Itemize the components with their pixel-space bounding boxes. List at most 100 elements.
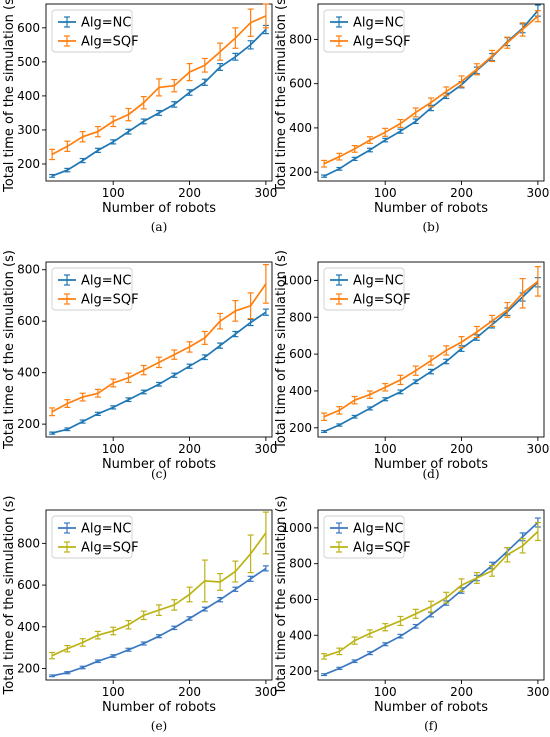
- y-tick-label: 600: [17, 314, 40, 328]
- x-axis-label: Number of robots: [374, 700, 488, 715]
- y-tick-label: 200: [289, 664, 312, 678]
- legend: Alg=NC Alg=SQF: [51, 515, 139, 559]
- legend-label: Alg=SQF: [353, 293, 411, 308]
- plot-frame: [45, 3, 273, 182]
- chart-panel-5: 100 200 300 200 400 600 800 Number of robots Tot…: [2, 496, 277, 733]
- y-axis-label: Total time of the simulation (s): [2, 250, 17, 450]
- y-tick-label: 600: [289, 77, 312, 91]
- x-tick-label: 100: [102, 442, 125, 456]
- y-axis-label: Total time of the simulation (s): [274, 496, 289, 696]
- x-tick-label: 300: [526, 442, 549, 456]
- legend-label: Alg=NC: [353, 274, 403, 289]
- chart-panel-4: 100 200 300 200 400 600 800 1000 Number of robot…: [274, 250, 549, 481]
- y-axis-label: Total time of the simulation (s): [274, 0, 289, 193]
- y-tick-label: 400: [289, 628, 312, 642]
- y-tick-label: 400: [289, 121, 312, 135]
- legend: Alg=NC Alg=SQF: [323, 515, 411, 559]
- y-tick-label: 200: [289, 165, 312, 179]
- x-tick-label: 300: [254, 442, 277, 456]
- x-tick-label: 100: [374, 685, 397, 699]
- y-tick-label: 300: [17, 123, 40, 137]
- plot-frame: [317, 261, 545, 438]
- x-axis-label: Number of robots: [374, 201, 488, 216]
- series-line: [51, 15, 267, 156]
- y-tick-label: 400: [17, 366, 40, 380]
- y-tick-label: 800: [17, 263, 40, 277]
- chart-panel-2: 100 200 300 200 400 600 800 Number of robots Tot…: [274, 0, 549, 234]
- y-axis-label: Total time of the simulation (s): [2, 496, 17, 696]
- series-nc: [49, 24, 269, 178]
- y-tick-label: 800: [289, 557, 312, 571]
- panel-caption: (e): [151, 719, 167, 733]
- y-tick-label: 1000: [281, 521, 312, 535]
- x-tick-label: 300: [526, 685, 549, 699]
- series-line: [323, 530, 539, 658]
- panel-caption: (b): [422, 220, 439, 234]
- y-tick-label: 400: [17, 89, 40, 103]
- y-tick-label: 400: [289, 384, 312, 398]
- series-sqf: [321, 10, 541, 168]
- y-tick-label: 600: [289, 592, 312, 606]
- x-tick-label: 200: [450, 186, 473, 200]
- panel-caption: (c): [151, 467, 167, 481]
- series-line: [51, 532, 267, 657]
- chart-panel-6: 100 200 300 200 400 600 800 1000 Number of robot…: [274, 496, 549, 733]
- legend-label: Alg=SQF: [81, 293, 139, 308]
- series-sqf: [49, 263, 269, 417]
- x-tick-label: 200: [178, 685, 201, 699]
- y-tick-label: 200: [289, 421, 312, 435]
- series-line: [51, 567, 267, 677]
- series-line: [323, 280, 539, 418]
- panel-caption: (a): [151, 220, 168, 234]
- legend-label: Alg=SQF: [81, 35, 139, 50]
- x-tick-label: 300: [254, 685, 277, 699]
- series-line: [51, 283, 267, 413]
- series-nc: [49, 565, 269, 678]
- legend-label: Alg=NC: [81, 274, 131, 289]
- series-line: [51, 311, 267, 434]
- y-tick-label: 800: [289, 310, 312, 324]
- y-tick-label: 200: [17, 662, 40, 676]
- x-tick-label: 100: [374, 442, 397, 456]
- series-sqf: [49, 3, 269, 161]
- y-tick-label: 800: [289, 32, 312, 46]
- legend: Alg=NC Alg=SQF: [51, 267, 139, 311]
- x-tick-label: 300: [526, 186, 549, 200]
- legend-label: Alg=SQF: [353, 541, 411, 556]
- series-line: [323, 15, 539, 165]
- legend-label: Alg=NC: [81, 522, 131, 537]
- y-tick-label: 600: [289, 347, 312, 361]
- legend-label: Alg=NC: [353, 16, 403, 31]
- legend-label: Alg=SQF: [81, 541, 139, 556]
- y-tick-label: 200: [17, 157, 40, 171]
- x-axis-label: Number of robots: [102, 201, 216, 216]
- x-tick-label: 100: [102, 186, 125, 200]
- y-tick-label: 800: [17, 536, 40, 550]
- x-axis-label: Number of robots: [374, 457, 488, 472]
- legend: Alg=NC Alg=SQF: [323, 9, 411, 53]
- plot-frame: [45, 509, 273, 681]
- y-tick-label: 200: [17, 417, 40, 431]
- plot-frame: [45, 261, 273, 438]
- legend: Alg=NC Alg=SQF: [51, 9, 139, 53]
- series-line: [323, 281, 539, 433]
- series-sqf: [49, 511, 269, 660]
- x-axis-label: Number of robots: [102, 457, 216, 472]
- panel-caption: (f): [424, 719, 438, 733]
- y-axis-label: Total time of the simulation (s): [274, 250, 289, 450]
- plot-frame: [317, 509, 545, 681]
- y-axis-label: Total time of the simulation (s): [2, 0, 17, 193]
- chart-panel-1: 100 200 300 200 300 400 500 600 Number of robots…: [2, 0, 277, 234]
- series-line: [51, 28, 267, 177]
- y-tick-label: 1000: [281, 273, 312, 287]
- plot-frame: [317, 3, 545, 182]
- panel-caption: (d): [422, 467, 439, 481]
- chart-panel-3: 100 200 300 200 400 600 800 Number of robots Tot…: [2, 250, 277, 481]
- y-tick-label: 600: [17, 21, 40, 35]
- x-tick-label: 200: [450, 685, 473, 699]
- series-sqf: [321, 266, 541, 422]
- series-nc: [49, 308, 269, 435]
- y-tick-label: 500: [17, 55, 40, 69]
- series-line: [323, 521, 539, 676]
